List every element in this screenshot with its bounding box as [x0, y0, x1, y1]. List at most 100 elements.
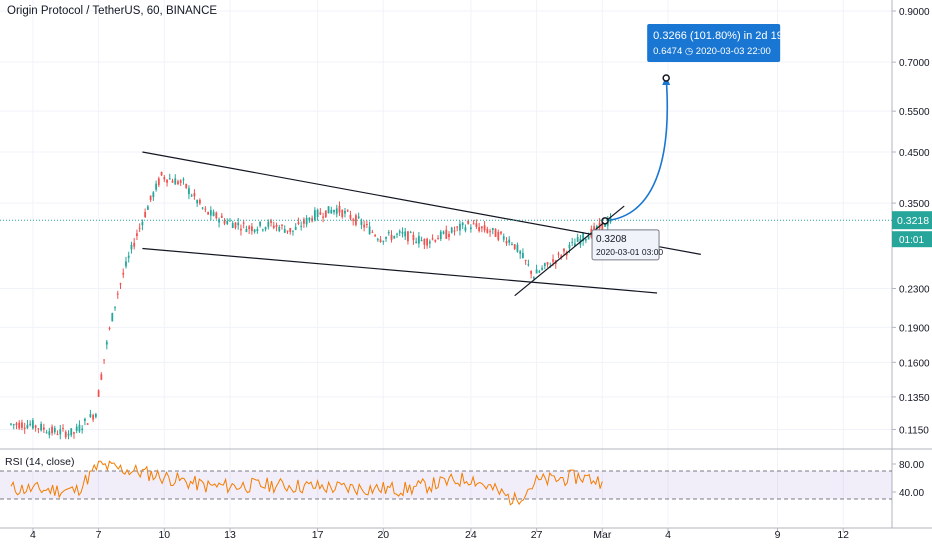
- candle-body: [305, 217, 308, 225]
- candle-body: [450, 227, 453, 233]
- candle: [223, 218, 226, 226]
- candle-body: [390, 234, 393, 240]
- candle-body: [360, 221, 363, 225]
- wedge-lower-line[interactable]: [142, 247, 658, 294]
- candle: [338, 201, 341, 216]
- candle: [541, 265, 543, 271]
- candle-body: [535, 269, 538, 274]
- candle-body: [420, 240, 423, 242]
- candle: [574, 238, 576, 247]
- projection-start-point[interactable]: [601, 217, 609, 225]
- time-axis[interactable]: 4 7 10 13 17 20 24 27 Mar 4 9 12: [30, 528, 849, 541]
- candle-body: [261, 229, 264, 231]
- candle-body: [357, 216, 360, 219]
- candle: [292, 230, 294, 236]
- candle: [584, 238, 587, 244]
- candle-body: [415, 241, 418, 243]
- candle: [111, 312, 114, 322]
- candle: [316, 208, 319, 221]
- candle: [363, 220, 366, 232]
- candle: [15, 421, 18, 430]
- candle-body: [516, 244, 519, 252]
- candle-body: [333, 210, 335, 213]
- candle-body: [595, 225, 598, 230]
- candle-body: [393, 235, 396, 239]
- price-tick-label: 0.1150: [899, 425, 929, 436]
- candle-body: [114, 306, 116, 308]
- price-tick-label: 0.5500: [899, 107, 930, 118]
- candle-body: [338, 205, 341, 213]
- candle-body: [283, 229, 286, 233]
- candle-body: [349, 214, 352, 219]
- candle-body: [119, 283, 122, 285]
- candle-body: [157, 178, 160, 186]
- current-price-label: 0.3218: [897, 215, 929, 227]
- candle-body: [18, 422, 21, 429]
- candle: [563, 248, 565, 256]
- projection-end-point[interactable]: [662, 74, 670, 82]
- candle-body: [486, 229, 489, 233]
- projection-path[interactable]: [604, 77, 669, 222]
- time-tick-label: 4: [30, 529, 36, 541]
- candle: [522, 248, 524, 259]
- candle: [179, 179, 182, 187]
- candle: [382, 240, 385, 245]
- candle: [237, 217, 240, 230]
- candle-body: [530, 270, 533, 274]
- candle-body: [215, 212, 218, 219]
- trend-lines[interactable]: [142, 151, 701, 297]
- candle-body: [519, 251, 522, 254]
- candle: [155, 180, 157, 192]
- candle-body: [73, 432, 75, 434]
- rsi-title: RSI (14, close): [5, 456, 74, 468]
- candle-body: [576, 237, 579, 242]
- candle-body: [571, 241, 574, 243]
- candle: [374, 233, 376, 238]
- candle: [409, 230, 412, 234]
- candle-body: [190, 195, 193, 197]
- candle: [475, 219, 478, 230]
- candle-body: [32, 420, 34, 429]
- candle-body: [584, 239, 587, 241]
- rsi-pane[interactable]: RSI (14, close) 80.00 40.00: [0, 456, 924, 506]
- candle: [335, 204, 338, 218]
- candle-body: [574, 243, 576, 247]
- candle-body: [319, 212, 322, 215]
- candle-body: [396, 233, 398, 235]
- candle-body: [34, 425, 37, 428]
- candle: [497, 229, 500, 242]
- price-tick-label: 0.4500: [899, 148, 930, 159]
- candle-body: [226, 221, 229, 224]
- time-tick-label: 13: [224, 529, 236, 541]
- candle: [212, 209, 215, 217]
- candle-body: [212, 211, 215, 216]
- candle: [256, 226, 259, 234]
- candle: [464, 224, 467, 233]
- price-axis[interactable]: 0.9000 0.7000 0.5500 0.4500 0.3500 0.2300 0.19…: [892, 7, 930, 436]
- candle-body: [303, 219, 305, 224]
- candle-body: [130, 244, 133, 250]
- candle-body: [423, 239, 426, 245]
- candle-body: [316, 209, 319, 217]
- candle: [319, 207, 322, 216]
- candle-body: [480, 226, 483, 229]
- candle-body: [286, 230, 289, 232]
- candle-body: [374, 235, 376, 237]
- candle-body: [431, 238, 434, 240]
- candle: [73, 431, 75, 439]
- price-tick-label: 0.1350: [899, 393, 930, 404]
- candle-body: [387, 232, 390, 234]
- candle-body: [42, 427, 45, 430]
- candle: [166, 179, 168, 187]
- candle-body: [100, 374, 103, 380]
- candle-body: [146, 206, 149, 210]
- candle-body: [508, 239, 511, 243]
- candle: [538, 269, 541, 274]
- candle-body: [174, 178, 177, 185]
- candle-body: [182, 179, 185, 181]
- candle-body: [401, 231, 404, 234]
- rsi-line: [10, 460, 603, 506]
- candle-body: [300, 226, 303, 228]
